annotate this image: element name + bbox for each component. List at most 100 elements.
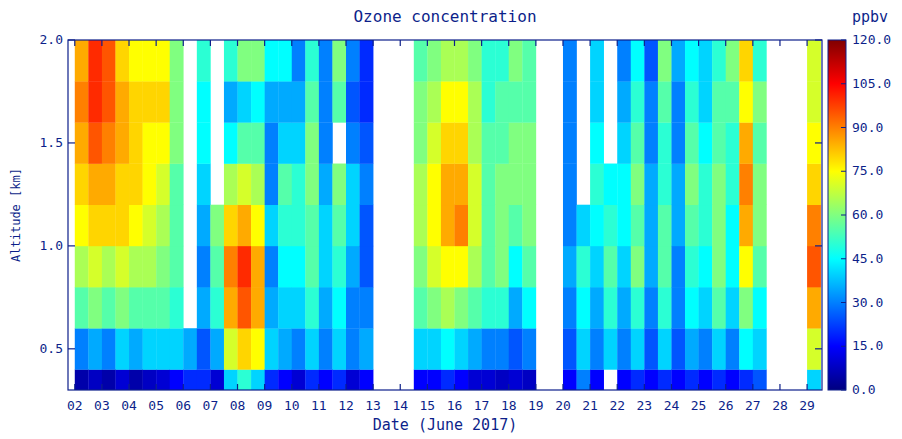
cell: [604, 328, 618, 369]
cell: [685, 369, 699, 390]
cell: [143, 328, 157, 369]
cell: [712, 287, 726, 328]
cell: [427, 40, 441, 81]
x-tick: [101, 384, 102, 390]
cell: [319, 40, 333, 81]
cell: [468, 205, 482, 246]
cell: [468, 246, 482, 287]
cell: [563, 246, 577, 287]
cell: [522, 369, 536, 390]
cell: [563, 205, 577, 246]
cell: [739, 328, 753, 369]
x-tick-label: 10: [284, 398, 300, 413]
x-tick-top: [210, 40, 211, 46]
cell: [251, 328, 265, 369]
cell: [739, 40, 753, 81]
x-tick-top: [454, 40, 455, 46]
cell: [468, 287, 482, 328]
x-tick-label: 25: [691, 398, 707, 413]
cells: [75, 40, 821, 390]
cell: [265, 122, 279, 163]
cell: [644, 246, 658, 287]
cell: [143, 287, 157, 328]
cell: [346, 205, 360, 246]
cell: [454, 369, 468, 390]
cell: [210, 369, 224, 390]
x-tick-top: [562, 40, 563, 46]
cell: [224, 205, 238, 246]
cell: [88, 122, 102, 163]
cell: [305, 246, 319, 287]
cell: [238, 328, 252, 369]
x-tick: [237, 384, 238, 390]
x-tick: [156, 384, 157, 390]
cell: [726, 246, 740, 287]
cell: [251, 369, 265, 390]
cell: [197, 122, 211, 163]
x-tick-label: 26: [718, 398, 734, 413]
cell: [495, 328, 509, 369]
cell: [644, 369, 658, 390]
x-tick: [210, 384, 211, 390]
x-tick-label: 16: [447, 398, 463, 413]
cell: [739, 122, 753, 163]
cell: [753, 328, 767, 369]
cell: [699, 40, 713, 81]
cell: [807, 40, 821, 81]
x-tick: [373, 384, 374, 390]
cell: [685, 287, 699, 328]
cell: [739, 81, 753, 122]
x-tick-top: [427, 40, 428, 46]
cell: [251, 164, 265, 205]
cell: [143, 246, 157, 287]
cell: [522, 287, 536, 328]
cell: [292, 122, 306, 163]
cell: [454, 205, 468, 246]
x-tick-label: 13: [365, 398, 381, 413]
cell: [482, 246, 496, 287]
cell: [75, 205, 89, 246]
cell: [739, 369, 753, 390]
cell: [522, 81, 536, 122]
cell: [238, 246, 252, 287]
cell: [115, 369, 129, 390]
cell: [644, 164, 658, 205]
cell: [278, 40, 292, 81]
cell: [210, 246, 224, 287]
y-tick-label: 0.5: [40, 341, 63, 356]
cell: [753, 246, 767, 287]
cell: [726, 369, 740, 390]
x-tick: [779, 384, 780, 390]
cell: [224, 246, 238, 287]
cell: [278, 287, 292, 328]
y-tick-right: [815, 245, 822, 246]
x-tick-label: 02: [67, 398, 83, 413]
cell: [699, 205, 713, 246]
cell: [644, 205, 658, 246]
cell: [129, 205, 143, 246]
cell: [292, 328, 306, 369]
x-tick: [400, 384, 401, 390]
cell: [102, 328, 116, 369]
cell: [509, 328, 523, 369]
cell: [658, 287, 672, 328]
x-tick: [562, 384, 563, 390]
x-tick-top: [725, 40, 726, 46]
cell: [590, 328, 604, 369]
cell: [102, 205, 116, 246]
cell: [88, 205, 102, 246]
cell: [617, 205, 631, 246]
cell: [278, 205, 292, 246]
cell: [319, 369, 333, 390]
cell: [699, 122, 713, 163]
cell: [712, 246, 726, 287]
x-tick: [318, 384, 319, 390]
cell: [522, 164, 536, 205]
cell: [143, 164, 157, 205]
x-tick-top: [806, 40, 807, 46]
cell: [238, 40, 252, 81]
colorbar-title: ppbv: [852, 8, 888, 26]
cell: [156, 164, 170, 205]
colorbar-tick: [841, 40, 846, 41]
cell: [319, 164, 333, 205]
